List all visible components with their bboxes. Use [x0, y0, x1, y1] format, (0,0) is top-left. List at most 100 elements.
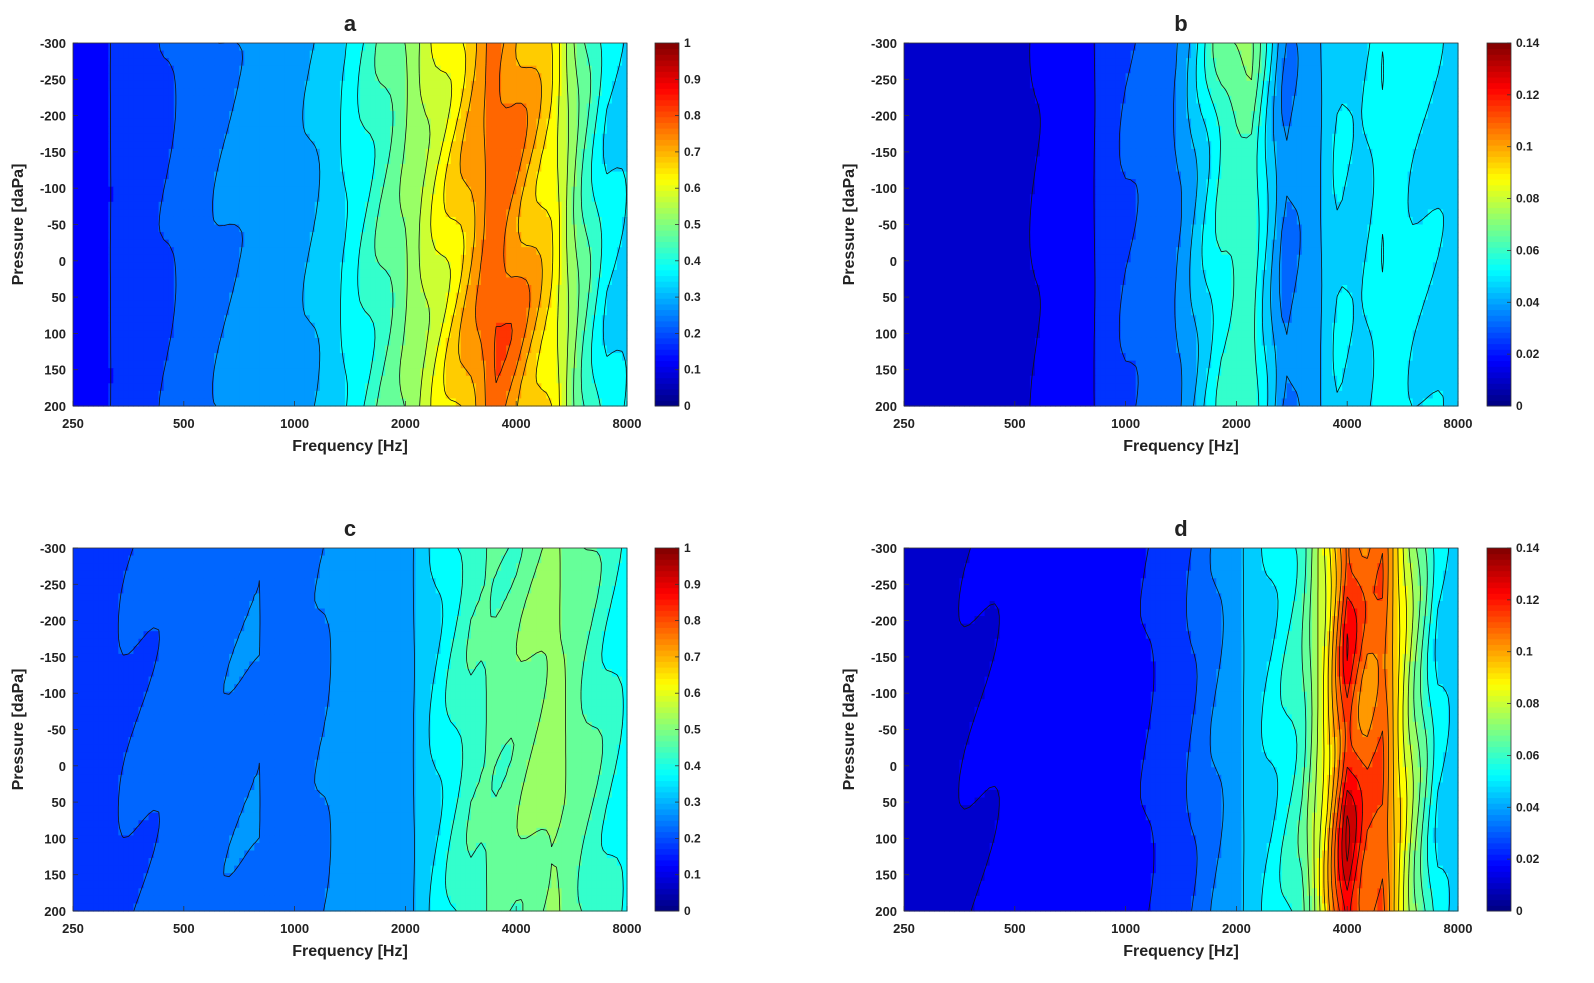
- heat-cell: [203, 345, 210, 354]
- heat-cell: [249, 239, 255, 248]
- heat-cell: [259, 383, 265, 392]
- heat-cell: [400, 43, 406, 52]
- heat-cell: [128, 375, 135, 384]
- heat-cell: [390, 209, 396, 218]
- heat-cell: [324, 315, 331, 324]
- heat-cell: [284, 353, 291, 362]
- heat-cell: [511, 171, 517, 180]
- heat-cell: [153, 232, 160, 241]
- heat-cell: [289, 133, 296, 142]
- heat-cell: [203, 73, 210, 82]
- heat-cell: [611, 148, 618, 158]
- heat-cell: [350, 269, 356, 279]
- heat-cell: [370, 73, 376, 82]
- heat-cell: [410, 307, 417, 316]
- heat-cell: [158, 254, 165, 263]
- heat-cell: [375, 269, 381, 279]
- heat-cell: [133, 292, 140, 301]
- heat-cell: [561, 262, 568, 271]
- heat-cell: [380, 126, 386, 135]
- heat-cell: [339, 201, 346, 210]
- heat-cell: [360, 65, 366, 74]
- heat-cell: [390, 375, 396, 384]
- heat-cell: [601, 375, 608, 384]
- heat-cell: [400, 133, 406, 142]
- heat-cell: [460, 156, 467, 165]
- heat-cell: [143, 148, 150, 158]
- heat-cell: [541, 58, 548, 67]
- heat-cell: [440, 337, 447, 347]
- heat-cell: [264, 345, 271, 354]
- heat-cell: [274, 353, 281, 362]
- heat-cell: [83, 330, 89, 339]
- heat-cell: [113, 141, 119, 150]
- heat-cell: [188, 383, 195, 392]
- heat-cell: [239, 277, 245, 286]
- heat-cell: [526, 171, 532, 180]
- heat-cell: [264, 277, 271, 286]
- heat-cell: [616, 375, 623, 384]
- heat-cell: [536, 73, 542, 82]
- heat-cell: [173, 383, 180, 392]
- heat-cell: [93, 307, 99, 316]
- heat-cell: [254, 65, 260, 74]
- heat-cell: [249, 209, 255, 218]
- heat-cell: [531, 315, 537, 324]
- heat-cell: [103, 239, 109, 248]
- heat-cell: [435, 254, 442, 263]
- heat-cell: [103, 80, 109, 89]
- heat-cell: [239, 186, 245, 195]
- heat-cell: [203, 383, 210, 392]
- heat-cell: [98, 50, 104, 59]
- heat-cell: [526, 156, 532, 165]
- heat-cell: [496, 353, 502, 362]
- heat-cell: [410, 141, 417, 150]
- heat-cell: [571, 194, 578, 203]
- heat-cell: [284, 232, 291, 241]
- heat-cell: [621, 194, 628, 203]
- heat-cell: [269, 50, 276, 59]
- heat-cell: [319, 330, 326, 339]
- heat-cell: [138, 141, 145, 150]
- heat-cell: [158, 307, 165, 316]
- heat-cell: [521, 375, 527, 384]
- heat-cell: [168, 111, 175, 120]
- heat-cell: [591, 95, 598, 105]
- heat-cell: [118, 262, 124, 271]
- heat-cell: [460, 201, 467, 210]
- heat-cell: [425, 88, 432, 97]
- heat-cell: [244, 179, 250, 188]
- heat-cell: [148, 141, 155, 150]
- heat-cell: [334, 194, 341, 203]
- heat-cell: [284, 171, 291, 180]
- heat-cell: [244, 201, 250, 210]
- heat-cell: [108, 88, 114, 97]
- heat-cell: [239, 80, 245, 89]
- heat-cell: [365, 247, 371, 256]
- heat-cell: [148, 50, 155, 59]
- heat-cell: [123, 285, 129, 294]
- heat-cell: [329, 186, 336, 195]
- heat-cell: [224, 345, 230, 354]
- heat-cell: [526, 201, 532, 210]
- heat-cell: [128, 201, 135, 210]
- heat-cell: [224, 360, 230, 369]
- heat-cell: [350, 353, 356, 362]
- heat-cell: [148, 337, 155, 347]
- heat-cell: [435, 232, 442, 241]
- heat-cell: [269, 322, 276, 331]
- heat-cell: [430, 262, 437, 271]
- heat-cell: [188, 353, 195, 362]
- heat-cell: [350, 277, 356, 286]
- heat-cell: [219, 269, 225, 279]
- heat-cell: [355, 133, 361, 142]
- heat-cell: [521, 330, 527, 339]
- heat-cell: [178, 360, 185, 369]
- heat-cell: [385, 292, 391, 301]
- heat-cell: [375, 194, 381, 203]
- heat-cell: [455, 164, 462, 173]
- heat-cell: [264, 285, 271, 294]
- heat-cell: [299, 277, 306, 286]
- heat-cell: [460, 330, 467, 339]
- heat-cell: [103, 201, 109, 210]
